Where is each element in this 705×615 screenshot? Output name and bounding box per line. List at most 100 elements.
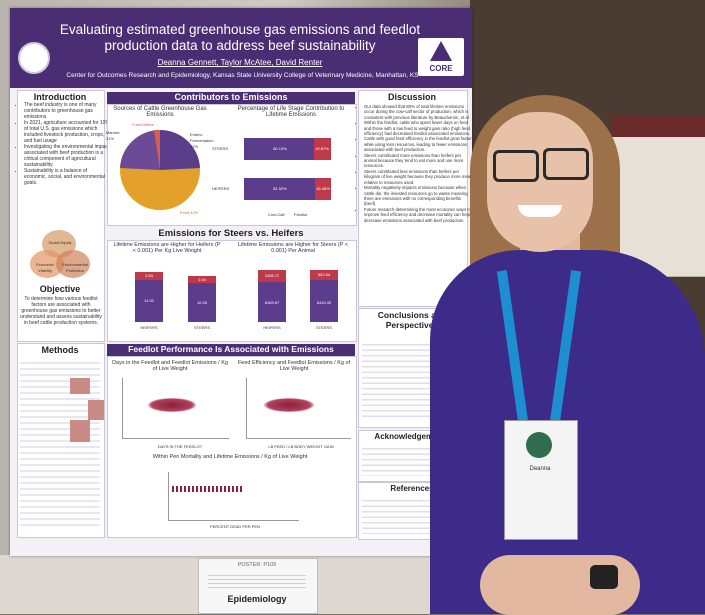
methods-box <box>70 378 90 394</box>
sh-left-heifers-cowcalf-bar <box>135 280 163 322</box>
venn-label-social: Social Equity <box>48 240 72 245</box>
fp-bottom-plot-area <box>168 472 299 521</box>
venn-label-environment: Environmental Protection <box>62 262 88 273</box>
wristwatch <box>590 565 618 589</box>
discussion-panel <box>358 90 468 307</box>
sh-right-title: Lifetime Emissions are Higher for Steers… <box>237 242 349 254</box>
badge-name: Deanna <box>529 466 551 472</box>
fp-left-xlabel: DAYS IN THE FEEDLOT <box>157 444 203 449</box>
sh-left-cat-steers: STEERS <box>193 325 210 330</box>
discussion-bullet: Steers contributed more emissions than h… <box>364 153 472 169</box>
sign-category: Epidemiology <box>227 594 287 604</box>
discussion-bullets: Our data showed that 80% of total lifeti… <box>354 104 472 223</box>
pie-label-enteric: Enteric Fermentation 27% <box>190 132 214 149</box>
discussion-bullet: Steers contributed less emissions than h… <box>364 169 472 185</box>
sh-right-heifers-cowcalf-bar <box>258 282 286 322</box>
sh-left-steers-feedlot-value: 1.94 <box>198 277 206 282</box>
conclusions-text <box>362 340 432 420</box>
venn-circle-environment <box>56 250 90 278</box>
person-face <box>487 112 593 252</box>
sh-right-steers-cowcalf-bar <box>310 280 338 322</box>
intro-bullet: Sustainability is a balance of economic,… <box>24 168 110 186</box>
discussion-bullet: Mortality negatively impacts emissions b… <box>364 185 472 207</box>
fp-left-title: Days in the Feedlot and Feedlot Emission… <box>112 360 228 372</box>
references-text <box>362 496 432 534</box>
acknowledgements-heading: Acknowledgements <box>374 432 450 441</box>
sh-right-steers-cowcalf-value: 6410.40 <box>316 300 332 305</box>
person-smile <box>518 205 562 217</box>
emissions-pie-chart <box>120 129 200 210</box>
fp-right-scatter-cloud <box>264 398 314 412</box>
discussion-bullet: Cattle with good feed efficiency in the … <box>364 136 472 152</box>
contributors-heading: Contributors to Emissions <box>107 92 355 104</box>
discussion-heading: Discussion <box>387 92 436 102</box>
fp-right-title: Feed Efficiency and Feedlot Emissions / … <box>237 360 351 372</box>
sh-left-heifers-feedlot-bar <box>135 272 163 280</box>
life-stage-steers-feedlot-bar <box>314 138 331 160</box>
fp-right-plot-area <box>246 378 351 439</box>
venn-label-economic: Economic Viability <box>36 262 54 273</box>
life-stage-steers-label: STEERS <box>212 146 229 151</box>
methods-box <box>88 400 104 420</box>
sh-left-cat-heifers: HEIFERS <box>140 325 158 330</box>
fp-bottom-title: Within Pen Mortality and Lifetime Emissi… <box>152 454 308 460</box>
sh-right-cat-steers: STEERS <box>315 325 332 330</box>
sign-subtitle <box>208 572 306 588</box>
core-logo-text: CORE <box>429 64 453 73</box>
conclusions-heading: Conclusions and Perspectives <box>377 310 447 330</box>
sources-label: Sources of Cattle Greenhouse Gas Emissio… <box>113 106 207 118</box>
life-stage-heifers-feedlot-value: 18.48% <box>316 186 330 191</box>
background-poster <box>612 115 705 277</box>
pie-slice-enteric <box>160 129 200 170</box>
discussion-bullet: Within the feedlot, cattle who spent few… <box>364 120 472 136</box>
life-stage-steers-feedlot-value: 19.87% <box>315 146 329 151</box>
fp-bottom-scatter <box>172 486 242 492</box>
sh-left-steers-feedlot-bar <box>188 276 216 283</box>
introduction-bullets: The beef industry is one of many contrib… <box>14 102 110 186</box>
university-seal-logo <box>18 42 50 74</box>
discussion-bullet: Future research determining the most eco… <box>364 207 472 223</box>
sh-right-heifers-feedlot-bar <box>258 270 286 282</box>
sh-right-cat-heifers: HEIFERS <box>263 325 281 330</box>
feedlot-panel <box>107 356 357 538</box>
pie-label-feed: Feed 42% <box>180 210 199 215</box>
intro-bullet: Investigating the environmental impact a… <box>24 144 110 168</box>
pie-slice-fuel <box>154 129 160 170</box>
legend-feedlot: Feedlot <box>294 212 308 217</box>
badge-logo <box>526 432 552 458</box>
glasses-right-lens <box>543 148 589 180</box>
sh-right-steers-feedlot-value: 552.54 <box>317 272 331 277</box>
methods-box <box>70 420 90 442</box>
pie-slice-manure <box>120 129 160 170</box>
sh-left-heifers-cowcalf-value: 11.92 <box>144 298 154 303</box>
sh-left-title: Lifetime Emissions are Higher for Heifer… <box>113 242 221 254</box>
steers-heifers-heading: Emissions for Steers vs. Heifers <box>158 228 304 239</box>
references-heading: References <box>390 484 434 493</box>
sign-poster-id: POSTER: P105 <box>237 562 277 568</box>
introduction-panel <box>17 90 105 342</box>
life-stage-steers-cowcalf-bar <box>244 138 314 160</box>
life-stage-heifers-label: HEIFERS <box>212 186 230 191</box>
glasses-left-lens <box>493 150 539 182</box>
poster-title: Evaluating estimated greenhouse gas emis… <box>59 22 421 53</box>
sh-left-steers-cowcalf-value: 10.45 <box>196 300 207 305</box>
background-poster-header <box>612 115 705 137</box>
introduction-heading: Introduction <box>33 92 87 102</box>
pie-label-manure: Manure 31% <box>106 130 120 141</box>
core-logo-mark <box>430 41 452 61</box>
fp-left-scatter-cloud <box>148 398 196 412</box>
intro-bullet: The beef industry is one of many contrib… <box>24 102 110 120</box>
sh-right-heifers-feedlot-value: 2456.72 <box>264 273 280 278</box>
poster-authors: Deanna Gennett, Taylor McAtee, David Ren… <box>157 58 323 67</box>
feedlot-heading: Feedlot Performance Is Associated with E… <box>107 344 355 356</box>
methods-heading: Methods <box>41 345 79 355</box>
fp-right-xlabel: LB FEED / LB BODY WEIGHT GAIN <box>268 444 334 449</box>
intro-bullet: In 2021, agriculture accounted for 10% o… <box>24 120 110 144</box>
life-stage-heifers-cowcalf-bar <box>244 178 315 200</box>
sh-right-steers-feedlot-bar <box>310 270 338 280</box>
poster-affiliation: Center for Outcomes Research and Epidemi… <box>66 72 419 79</box>
legend-cowcalf: Cow-Calf <box>268 212 285 217</box>
fp-bottom-xlabel: PERCENT DEAD PER PEN <box>210 524 260 529</box>
life-stage-heifers-feedlot-bar <box>315 178 331 200</box>
objective-heading: Objective <box>39 284 81 294</box>
